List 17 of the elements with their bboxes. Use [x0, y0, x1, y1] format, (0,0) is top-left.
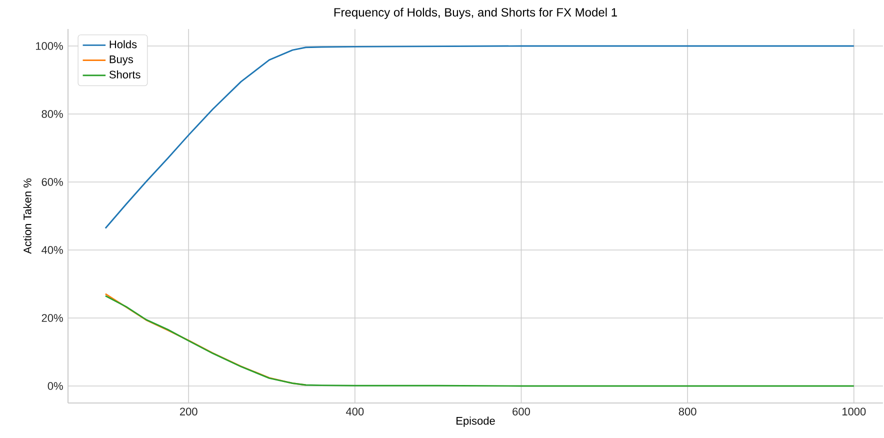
x-tick-label: 1000	[842, 408, 866, 416]
x-tick-label: 800	[678, 408, 696, 416]
x-axis-title: Episode	[456, 416, 495, 427]
y-tick-label: 20%	[42, 314, 63, 322]
y-tick-label: 0%	[48, 382, 63, 390]
y-tick-label: 80%	[42, 110, 63, 118]
x-tick-label: 200	[180, 408, 198, 416]
y-tick-label: 40%	[42, 246, 63, 254]
chart-title: Frequency of Holds, Buys, and Shorts for FX Model 1	[334, 8, 617, 19]
legend-label: Holds	[110, 40, 137, 48]
y-tick-label: 60%	[42, 178, 63, 186]
x-tick-label: 600	[512, 408, 530, 416]
legend-label: Buys	[110, 56, 134, 66]
y-axis-title: Action Taken %	[23, 178, 32, 254]
legend-label: Shorts	[109, 70, 140, 78]
y-tick-label: 100%	[36, 42, 63, 50]
x-tick-label: 400	[346, 408, 364, 416]
